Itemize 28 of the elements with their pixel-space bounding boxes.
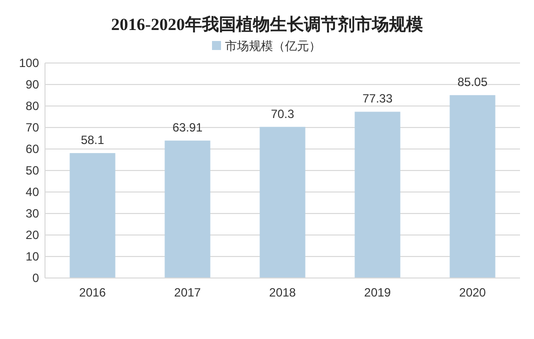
y-tick-label: 70 xyxy=(26,120,40,134)
bar xyxy=(450,95,496,278)
y-tick-label: 100 xyxy=(18,56,40,70)
x-tick-label: 2019 xyxy=(364,286,392,300)
y-tick-label: 20 xyxy=(26,228,40,242)
y-tick-label: 80 xyxy=(26,98,40,113)
bar xyxy=(70,153,116,278)
x-tick-label: 2017 xyxy=(174,286,202,300)
data-label: 85.05 xyxy=(457,75,488,90)
y-tick-label: 60 xyxy=(26,142,40,156)
data-label: 58.1 xyxy=(80,133,104,148)
bar xyxy=(164,140,210,278)
x-tick-label: 2018 xyxy=(269,286,296,300)
bar xyxy=(260,126,306,278)
legend-label: 市场规模（亿元） xyxy=(225,39,321,53)
data-label: 63.91 xyxy=(172,120,203,135)
bar xyxy=(354,112,400,278)
data-label: 77.33 xyxy=(362,92,393,106)
y-tick-label: 10 xyxy=(26,249,40,264)
x-tick-label: 2020 xyxy=(459,286,486,300)
data-label: 70.3 xyxy=(270,106,294,121)
chart-title: 2016-2020年我国植物生长调节剂市场规模 xyxy=(111,15,423,34)
y-tick-label: 30 xyxy=(26,206,40,220)
y-tick-label: 90 xyxy=(26,77,40,92)
y-tick-label: 50 xyxy=(26,163,40,178)
y-tick-label: 0 xyxy=(32,270,40,285)
x-tick-label: 2016 xyxy=(79,286,106,300)
y-tick-label: 40 xyxy=(26,184,40,199)
